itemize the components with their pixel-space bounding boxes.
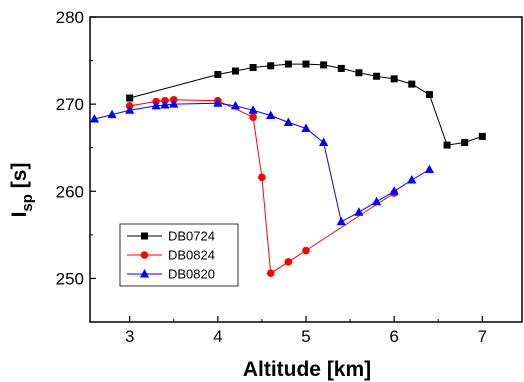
- x-tick-label: 5: [301, 327, 310, 346]
- data-point-db0724: [408, 80, 416, 88]
- series-db0820: [89, 98, 435, 226]
- data-point-db0724: [478, 132, 486, 140]
- data-point-db0724: [320, 61, 328, 69]
- data-point-db0824: [249, 113, 257, 122]
- data-point-db0820: [301, 123, 311, 133]
- legend: DB0724 DB0824 DB0820: [119, 223, 239, 287]
- data-point-db0820: [319, 137, 329, 146]
- data-point-db0724: [249, 64, 257, 72]
- x-tick-label: 6: [389, 327, 398, 346]
- data-point-db0724: [443, 141, 451, 149]
- data-point-db0724: [425, 91, 433, 99]
- legend-marker-db0820: [139, 269, 150, 278]
- data-point-db0820: [230, 100, 241, 110]
- legend-marker-db0824: [140, 251, 149, 259]
- data-point-db0724: [390, 75, 398, 83]
- y-axis-title-subscript: sp: [19, 194, 36, 212]
- data-point-db0824: [266, 269, 275, 278]
- data-point-db0724: [302, 60, 310, 68]
- data-point-db0724: [355, 69, 363, 77]
- data-point-db0820: [160, 100, 170, 109]
- data-point-db0724: [373, 72, 381, 80]
- data-point-db0820: [266, 110, 276, 119]
- data-point-db0820: [407, 174, 417, 184]
- legend-label-db0724: DB0724: [168, 229, 215, 244]
- data-point-db0724: [126, 94, 134, 102]
- y-tick-label: 270: [56, 95, 84, 114]
- y-tick-label: 250: [56, 269, 84, 288]
- x-tick-label: 7: [478, 327, 487, 346]
- legend-label-db0824: DB0824: [168, 248, 215, 263]
- data-point-db0820: [169, 99, 179, 108]
- data-point-db0824: [302, 246, 310, 255]
- x-axis-title: Altitude [km]: [243, 358, 371, 381]
- y-tick-label: 260: [56, 182, 84, 201]
- data-point-db0724: [267, 62, 275, 70]
- data-point-db0724: [461, 138, 469, 146]
- y-tick-label: 280: [56, 8, 84, 27]
- y-axis-title-main: I: [8, 212, 31, 218]
- x-tick-label: 3: [125, 327, 134, 346]
- data-point-db0820: [213, 98, 223, 107]
- plot-marks: [89, 60, 486, 278]
- data-point-db0820: [248, 105, 258, 114]
- series-db0724: [126, 60, 486, 149]
- legend-marker-db0724: [141, 232, 148, 240]
- data-point-db0820: [371, 196, 382, 206]
- legend-label-db0820: DB0820: [168, 267, 215, 282]
- axis-ticks: 3 4 5 6 7 250 260 270 280: [56, 8, 487, 346]
- data-point-db0824: [284, 258, 293, 266]
- data-point-db0724: [284, 60, 292, 68]
- data-point-db0820: [107, 109, 117, 119]
- data-point-db0820: [283, 117, 293, 126]
- data-point-db0824: [258, 173, 266, 182]
- data-point-db0820: [389, 186, 399, 195]
- data-point-db0724: [231, 67, 239, 75]
- series-line-db0724: [129, 63, 483, 146]
- y-axis-title-unit: [s]: [8, 163, 31, 195]
- x-tick-label: 4: [213, 327, 222, 346]
- data-point-db0820: [354, 207, 364, 216]
- y-axis-title: Isp [s]: [8, 163, 36, 218]
- data-point-db0820: [336, 216, 346, 226]
- data-point-db0820: [89, 113, 100, 123]
- data-point-db0724: [337, 64, 345, 72]
- data-point-db0820: [125, 105, 135, 114]
- data-point-db0820: [151, 100, 161, 110]
- data-point-db0820: [424, 164, 435, 173]
- data-point-db0724: [214, 71, 222, 79]
